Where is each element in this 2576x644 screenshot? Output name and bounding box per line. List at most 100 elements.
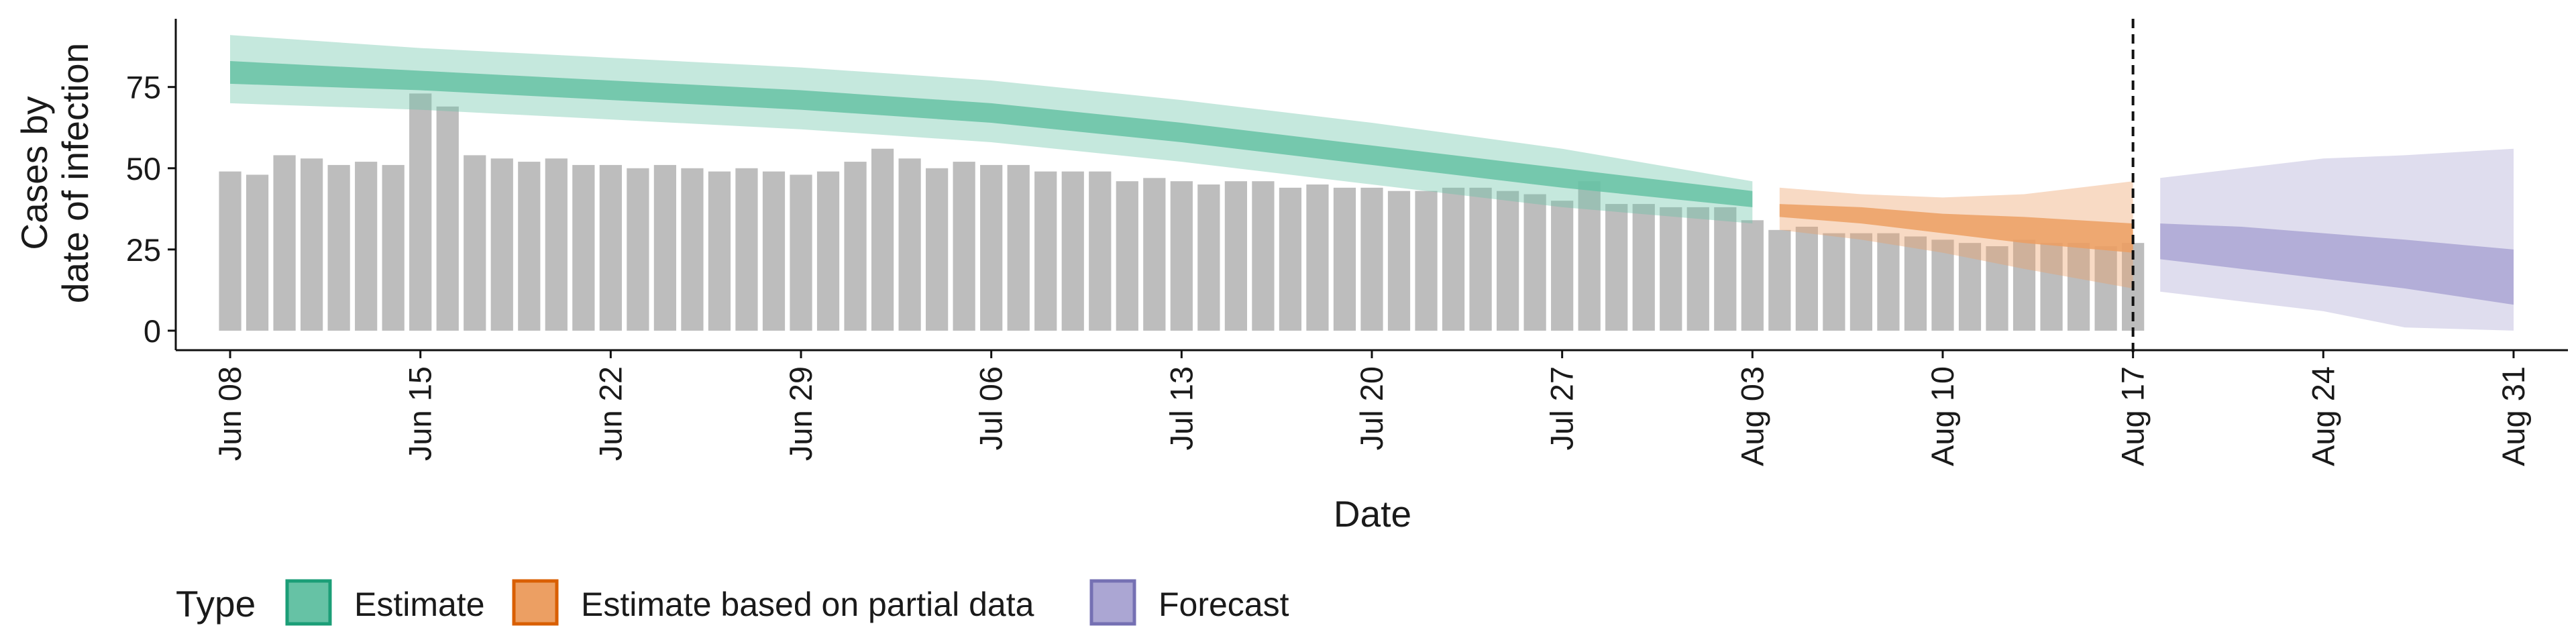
x-tick-label: Jul 13: [1163, 366, 1199, 450]
bar: [1632, 204, 1655, 331]
bar: [1333, 187, 1356, 331]
forecast-inner-band: [2160, 223, 2514, 305]
legend-label-estimate: Estimate: [354, 586, 485, 623]
bar: [1877, 233, 1900, 331]
bar: [545, 158, 568, 331]
bar: [599, 164, 622, 331]
bar: [2040, 243, 2063, 331]
bar: [1306, 184, 1329, 331]
bar: [1252, 181, 1275, 331]
bar: [1061, 171, 1084, 331]
x-tick-label: Aug 17: [2115, 366, 2151, 466]
legend-label-forecast: Forecast: [1159, 586, 1289, 623]
bar: [1823, 233, 1845, 331]
ribbons-layer: [230, 35, 2514, 331]
bar: [1768, 229, 1791, 331]
bar: [627, 168, 649, 331]
x-tick-label: Jul 20: [1354, 366, 1389, 450]
x-axis-label: Date: [1334, 493, 1411, 535]
bar: [1034, 171, 1057, 331]
bar: [681, 168, 704, 331]
bar: [1958, 243, 1982, 331]
bar: [2094, 246, 2117, 331]
bar: [246, 174, 269, 331]
bar: [219, 171, 241, 331]
bar: [2067, 243, 2090, 331]
bar: [436, 106, 459, 331]
estimate-based-on-partial-data-inner-band: [1779, 204, 2133, 253]
bar: [572, 164, 595, 331]
bar: [1714, 207, 1737, 331]
bar: [1387, 191, 1411, 331]
bars-layer: [219, 93, 2145, 331]
bar: [871, 148, 894, 331]
x-axis-ticks: Jun 08 Jun 15 Jun 22 Jun 29 Jul 06 Jul 13 Jul …: [212, 350, 2531, 466]
bar: [1605, 204, 1628, 331]
bar: [1686, 207, 1709, 331]
bar: [1849, 233, 1873, 331]
y-axis-label-line-1: Cases by: [13, 96, 55, 250]
bar: [1116, 181, 1138, 331]
bar: [1170, 181, 1193, 331]
y-tick-label: 50: [126, 151, 161, 186]
x-tick-label: Aug 31: [2496, 366, 2531, 466]
x-tick-label: Aug 10: [1925, 366, 1960, 466]
x-tick-label: Jun 08: [212, 366, 248, 461]
bar: [816, 171, 840, 331]
legend-key-estimate: [285, 579, 332, 626]
bar: [980, 164, 1003, 331]
x-tick-label: Jun 29: [783, 366, 818, 461]
y-tick-label: 75: [126, 70, 161, 105]
legend: Type Estimate Estimate based on partial d…: [176, 579, 1289, 626]
bar: [2012, 239, 2036, 331]
estimate-inner-band: [230, 61, 1753, 207]
bar: [1986, 246, 2008, 331]
x-tick-label: Jun 22: [592, 366, 628, 461]
bar: [1496, 191, 1519, 331]
bar: [762, 171, 786, 331]
x-tick-label: Jul 06: [973, 366, 1009, 450]
bar: [327, 164, 350, 331]
y-axis-ticks: 0 25 50 75: [126, 70, 176, 349]
bar: [790, 174, 812, 331]
bar: [926, 168, 949, 331]
bar: [1007, 164, 1030, 331]
bar: [653, 164, 677, 331]
bar: [1279, 187, 1302, 331]
bar: [1578, 181, 1601, 331]
legend-title: Type: [176, 583, 256, 625]
bar: [953, 162, 975, 331]
bar: [1224, 181, 1248, 331]
bar: [1741, 220, 1764, 331]
bar: [464, 155, 486, 331]
x-tick-label: Aug 03: [1734, 366, 1770, 466]
x-tick-label: Jul 27: [1544, 366, 1580, 450]
bar: [409, 93, 432, 331]
bar: [1360, 187, 1383, 331]
bar: [844, 162, 867, 331]
bar: [1469, 187, 1492, 331]
bar: [382, 164, 405, 331]
x-tick-label: Jun 15: [402, 366, 438, 461]
y-axis-label-line-2: date of infection: [54, 43, 96, 303]
bar: [1197, 184, 1220, 331]
bar: [898, 158, 921, 331]
bar: [1931, 239, 1954, 331]
legend-items: Estimate Estimate based on partial data Fo…: [285, 579, 1289, 626]
legend-key-forecast: [1089, 579, 1136, 626]
x-tick-label: Aug 24: [2305, 366, 2341, 466]
legend-label-estimate-based-on-partial-data: Estimate based on partial data: [581, 586, 1034, 623]
legend-key-estimate-based-on-partial-data: [512, 579, 559, 626]
bar: [518, 162, 541, 331]
y-tick-label: 25: [126, 232, 161, 268]
bar: [1143, 178, 1166, 331]
bar: [1551, 201, 1574, 331]
bar: [355, 162, 378, 331]
bar: [300, 158, 323, 331]
bar: [708, 171, 731, 331]
bar: [1904, 236, 1927, 331]
bar: [1089, 171, 1112, 331]
bar: [1442, 187, 1465, 331]
bar: [1523, 194, 1546, 331]
bar: [1660, 207, 1682, 331]
